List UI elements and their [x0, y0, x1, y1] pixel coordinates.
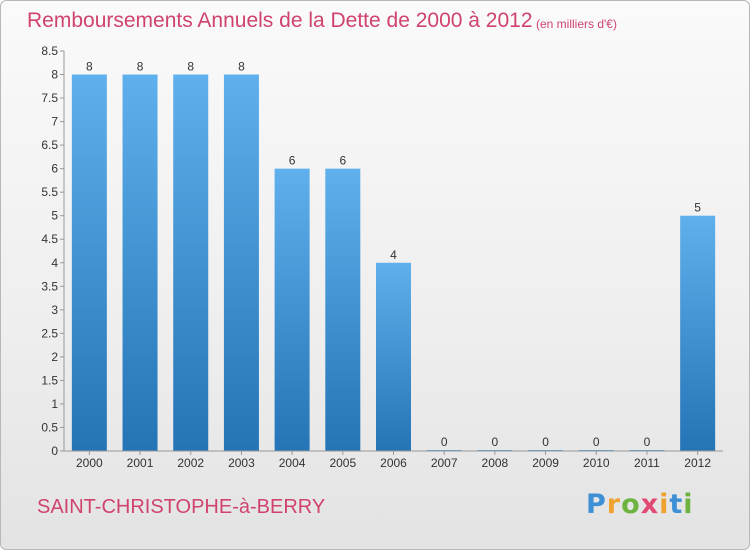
y-tick-label: 8.5: [41, 44, 58, 58]
y-tick-label: 4.5: [41, 232, 58, 246]
x-tick-label: 2008: [482, 456, 509, 470]
proxiti-logo: Proxiti: [586, 489, 694, 520]
logo-letter: i: [659, 489, 670, 520]
y-tick-label: 7.5: [41, 91, 58, 105]
y-tick-label: 8: [51, 68, 58, 82]
bar: [376, 262, 411, 451]
x-tick-label: 2003: [228, 456, 255, 470]
x-tick-label: 2000: [76, 456, 103, 470]
bar-value-label: 6: [339, 154, 346, 168]
y-tick-label: 2: [51, 350, 58, 364]
bar-value-label: 0: [644, 435, 651, 449]
chart-title: Remboursements Annuels de la Dette de 20…: [27, 9, 533, 32]
commune-name: SAINT-CHRISTOPHE-à-BERRY: [37, 496, 326, 518]
bar-value-label: 5: [694, 201, 701, 215]
y-tick-label: 2.5: [41, 326, 58, 340]
y-tick-label: 3: [51, 303, 58, 317]
bars: 8 8 8 8 6 6 4 0 0 0 0 0 5: [71, 60, 716, 451]
x-tick-label: 2011: [634, 456, 660, 470]
x-tick-label: 2007: [431, 456, 458, 470]
bar-value-label: 6: [289, 154, 296, 168]
x-tick-label: 2005: [329, 456, 356, 470]
y-tick-label: 0.5: [41, 420, 58, 434]
logo-letter: P: [586, 489, 607, 520]
logo-letter: i: [683, 489, 694, 520]
x-tick-label: 2001: [127, 456, 154, 470]
y-tick-label: 5: [51, 209, 58, 223]
bar: [680, 215, 716, 451]
y-tick-label: 1.5: [41, 373, 58, 387]
bar-value-label: 0: [593, 435, 600, 449]
bar-value-label: 0: [441, 435, 448, 449]
bar-value-label: 8: [238, 60, 245, 74]
bar-value-label: 8: [86, 60, 93, 74]
x-tick-label: 2006: [380, 456, 407, 470]
y-tick-label: 7: [51, 115, 58, 129]
x-tick-label: 2012: [684, 456, 711, 470]
x-tick-label: 2009: [532, 456, 559, 470]
bar-value-label: 0: [492, 435, 499, 449]
y-tick-label: 5.5: [41, 185, 58, 199]
bar: [122, 74, 158, 451]
y-tick-label: 6.5: [41, 138, 58, 152]
y-tick-label: 3.5: [41, 279, 58, 293]
bar-value-label: 8: [137, 60, 144, 74]
chart-subtitle: (en milliers d'€): [536, 17, 617, 31]
bar-value-label: 4: [390, 248, 397, 262]
bar: [173, 74, 209, 451]
y-tick-label: 0: [51, 444, 58, 458]
y-tick-label: 4: [51, 256, 58, 270]
y-axis: 0 0.5 1 1.5 2 2.5 3 3.5 4 4.5 5 5.5 6 6.5 7 7.5 8 8.5: [41, 44, 65, 458]
bar-value-label: 8: [187, 60, 194, 74]
x-tick-label: 2004: [279, 456, 306, 470]
y-tick-label: 6: [51, 162, 58, 176]
logo-letter: r: [606, 489, 622, 520]
bar: [325, 168, 361, 451]
x-axis: 2000 2001 2002 2003 2004 2005 2006 2007 2008 2009…: [64, 450, 723, 470]
x-tick-label: 2002: [177, 456, 204, 470]
logo-letter: o: [621, 489, 641, 520]
x-tick-label: 2010: [583, 456, 610, 470]
y-tick-label: 1: [51, 397, 58, 411]
bar: [223, 74, 259, 451]
bar-value-label: 0: [542, 435, 549, 449]
logo-letter: t: [669, 489, 684, 520]
bar: [274, 168, 310, 451]
bar: [71, 74, 107, 451]
logo-letter: x: [640, 489, 660, 520]
